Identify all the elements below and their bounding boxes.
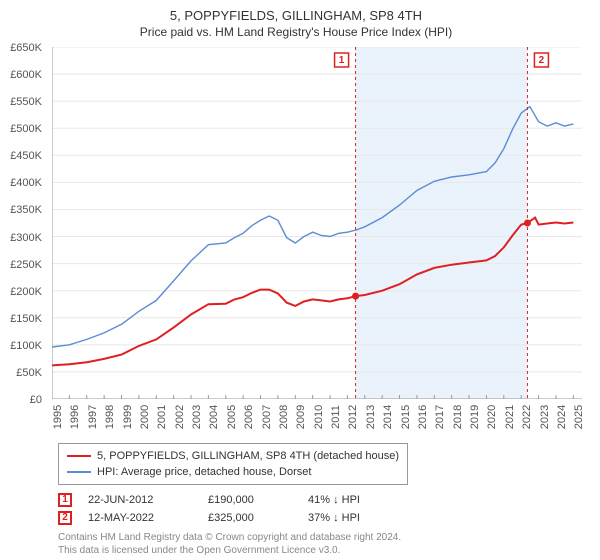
x-tick-label: 2016: [417, 405, 429, 429]
x-tick-label: 2014: [382, 405, 394, 429]
x-tick-label: 2006: [243, 405, 255, 429]
x-tick-label: 2008: [278, 405, 290, 429]
y-tick-label: £150K: [10, 313, 42, 325]
x-tick-label: 1997: [87, 405, 99, 429]
transaction-row: 2 12-MAY-2022£325,00037% ↓ HPI: [58, 511, 588, 525]
x-tick-label: 2004: [208, 405, 220, 429]
y-tick-label: £0: [30, 394, 42, 406]
legend-row: 5, POPPYFIELDS, GILLINGHAM, SP8 4TH (det…: [67, 448, 399, 464]
y-tick-label: £100K: [10, 340, 42, 352]
transaction-delta: 41% ↓ HPI: [308, 494, 418, 506]
legend-swatch: [67, 455, 91, 457]
chart-title: 5, POPPYFIELDS, GILLINGHAM, SP8 4TH: [4, 8, 588, 23]
y-tick-label: £350K: [10, 204, 42, 216]
x-tick-label: 2024: [556, 405, 568, 429]
transaction-delta: 37% ↓ HPI: [308, 512, 418, 524]
x-tick-label: 2000: [139, 405, 151, 429]
chart-svg: 12: [52, 47, 582, 399]
transaction-marker-num: 2: [58, 511, 72, 525]
transaction-table: 1 22-JUN-2012£190,00041% ↓ HPI 2 12-MAY-202…: [58, 493, 588, 525]
x-tick-label: 2005: [226, 405, 238, 429]
x-tick-label: 2023: [539, 405, 551, 429]
x-tick-label: 2003: [191, 405, 203, 429]
y-tick-label: £550K: [10, 96, 42, 108]
x-tick-label: 2025: [573, 405, 585, 429]
y-tick-label: £300K: [10, 232, 42, 244]
y-tick-label: £50K: [16, 367, 42, 379]
transaction-date: 22-JUN-2012: [88, 494, 208, 506]
legend: 5, POPPYFIELDS, GILLINGHAM, SP8 4TH (det…: [58, 443, 408, 485]
y-tick-label: £200K: [10, 286, 42, 298]
footer-line-2: This data is licensed under the Open Gov…: [58, 544, 588, 557]
plot-area: 12: [52, 47, 582, 399]
x-tick-label: 2007: [261, 405, 273, 429]
y-tick-label: £600K: [10, 69, 42, 81]
x-tick-label: 2017: [434, 405, 446, 429]
x-tick-label: 2018: [452, 405, 464, 429]
x-tick-label: 2011: [330, 405, 342, 429]
y-tick-label: £500K: [10, 123, 42, 135]
legend-label: 5, POPPYFIELDS, GILLINGHAM, SP8 4TH (det…: [97, 448, 399, 464]
x-tick-label: 2019: [469, 405, 481, 429]
y-axis-labels: £0£50K£100K£150K£200K£250K£300K£350K£400…: [0, 48, 44, 400]
x-tick-label: 2015: [400, 405, 412, 429]
x-tick-label: 1996: [69, 405, 81, 429]
chart-subtitle: Price paid vs. HM Land Registry's House …: [4, 25, 588, 39]
transaction-date: 12-MAY-2022: [88, 512, 208, 524]
y-tick-label: £450K: [10, 150, 42, 162]
x-tick-label: 2010: [313, 405, 325, 429]
transaction-marker-num: 1: [58, 493, 72, 507]
x-tick-label: 2013: [365, 405, 377, 429]
footer-line-1: Contains HM Land Registry data © Crown c…: [58, 531, 588, 544]
x-tick-label: 2002: [174, 405, 186, 429]
x-tick-label: 2021: [504, 405, 516, 429]
x-tick-label: 2020: [486, 405, 498, 429]
y-tick-label: £650K: [10, 42, 42, 54]
x-tick-label: 1998: [104, 405, 116, 429]
legend-label: HPI: Average price, detached house, Dors…: [97, 464, 311, 480]
svg-text:2: 2: [539, 55, 545, 66]
legend-swatch: [67, 471, 91, 473]
x-axis-labels: 1995 1996 1997 1998 1999 2000 2001 2002 2003 2004…: [52, 399, 582, 439]
y-tick-label: £400K: [10, 177, 42, 189]
transaction-price: £325,000: [208, 512, 308, 524]
x-tick-label: 1995: [52, 405, 64, 429]
x-tick-label: 2022: [521, 405, 533, 429]
legend-row: HPI: Average price, detached house, Dors…: [67, 464, 399, 480]
svg-text:1: 1: [339, 55, 345, 66]
shaded-period: [356, 47, 528, 399]
transaction-row: 1 22-JUN-2012£190,00041% ↓ HPI: [58, 493, 588, 507]
footer-attribution: Contains HM Land Registry data © Crown c…: [58, 531, 588, 557]
x-tick-label: 2012: [347, 405, 359, 429]
transaction-price: £190,000: [208, 494, 308, 506]
x-tick-label: 1999: [122, 405, 134, 429]
y-tick-label: £250K: [10, 259, 42, 271]
x-tick-label: 2001: [156, 405, 168, 429]
x-tick-label: 2009: [295, 405, 307, 429]
